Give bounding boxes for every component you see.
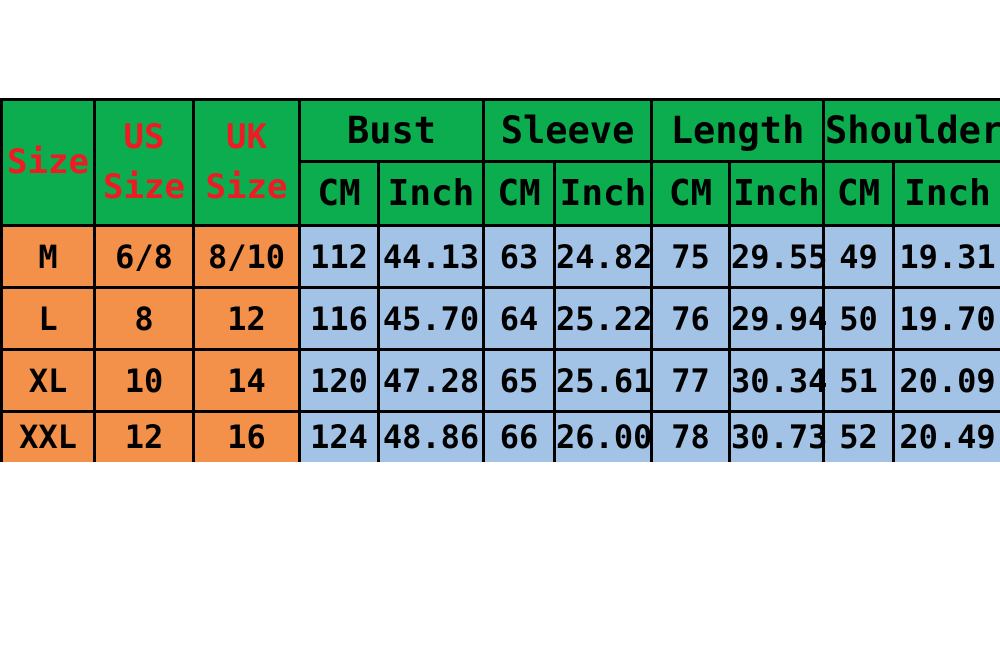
cell-size: XXL <box>2 412 95 462</box>
header-shoulder-inch: Inch <box>894 162 1000 226</box>
cell-us-size: 6/8 <box>95 226 194 288</box>
cell-size: XL <box>2 350 95 412</box>
cell-sleeve-cm: 63 <box>484 226 555 288</box>
cell-length-cm: 78 <box>652 412 730 462</box>
cell-bust-cm: 112 <box>300 226 379 288</box>
table-row-m: M 6/8 8/10 112 44.13 63 24.82 75 29.55 4… <box>2 226 1000 288</box>
cell-sleeve-inch: 24.82 <box>555 226 652 288</box>
cell-shoulder-cm: 51 <box>824 350 894 412</box>
cell-sleeve-cm: 65 <box>484 350 555 412</box>
cell-shoulder-cm: 50 <box>824 288 894 350</box>
cell-bust-inch: 45.70 <box>379 288 484 350</box>
table-row-xxl: XXL 12 16 124 48.86 66 26.00 78 30.73 52… <box>2 412 1000 462</box>
cell-sleeve-inch: 26.00 <box>555 412 652 462</box>
cell-shoulder-inch: 20.49 <box>894 412 1000 462</box>
cell-length-inch: 30.73 <box>730 412 824 462</box>
cell-sleeve-cm: 64 <box>484 288 555 350</box>
cell-us-size: 12 <box>95 412 194 462</box>
header-sleeve-inch: Inch <box>555 162 652 226</box>
cell-sleeve-inch: 25.22 <box>555 288 652 350</box>
cell-sleeve-inch: 25.61 <box>555 350 652 412</box>
table-row-l: L 8 12 116 45.70 64 25.22 76 29.94 50 19… <box>2 288 1000 350</box>
cell-us-size: 8 <box>95 288 194 350</box>
cell-size: L <box>2 288 95 350</box>
cell-bust-inch: 48.86 <box>379 412 484 462</box>
cell-length-inch: 30.34 <box>730 350 824 412</box>
header-bust-inch: Inch <box>379 162 484 226</box>
cell-bust-cm: 120 <box>300 350 379 412</box>
cell-length-cm: 75 <box>652 226 730 288</box>
cell-length-inch: 29.94 <box>730 288 824 350</box>
cell-uk-size: 12 <box>194 288 300 350</box>
cell-uk-size: 16 <box>194 412 300 462</box>
header-us-size: US Size <box>95 100 194 226</box>
cell-size: M <box>2 226 95 288</box>
table-row-xl: XL 10 14 120 47.28 65 25.61 77 30.34 51 … <box>2 350 1000 412</box>
cell-bust-inch: 47.28 <box>379 350 484 412</box>
header-length: Length <box>652 100 824 162</box>
cell-uk-size: 8/10 <box>194 226 300 288</box>
cell-length-cm: 77 <box>652 350 730 412</box>
header-shoulder: Shoulder <box>824 100 1000 162</box>
header-uk-size: UK Size <box>194 100 300 226</box>
header-sleeve-cm: CM <box>484 162 555 226</box>
size-chart-table: Size US Size UK Size Bust Sleeve Length … <box>0 98 1000 462</box>
header-length-cm: CM <box>652 162 730 226</box>
cell-length-cm: 76 <box>652 288 730 350</box>
cell-us-size: 10 <box>95 350 194 412</box>
header-size: Size <box>2 100 95 226</box>
cell-uk-size: 14 <box>194 350 300 412</box>
cell-shoulder-inch: 19.31 <box>894 226 1000 288</box>
cell-shoulder-inch: 19.70 <box>894 288 1000 350</box>
header-bust-cm: CM <box>300 162 379 226</box>
cell-length-inch: 29.55 <box>730 226 824 288</box>
cell-bust-cm: 116 <box>300 288 379 350</box>
cell-sleeve-cm: 66 <box>484 412 555 462</box>
header-length-inch: Inch <box>730 162 824 226</box>
cell-shoulder-inch: 20.09 <box>894 350 1000 412</box>
header-sleeve: Sleeve <box>484 100 652 162</box>
header-shoulder-cm: CM <box>824 162 894 226</box>
cell-bust-inch: 44.13 <box>379 226 484 288</box>
header-bust: Bust <box>300 100 484 162</box>
cell-shoulder-cm: 49 <box>824 226 894 288</box>
cell-shoulder-cm: 52 <box>824 412 894 462</box>
cell-bust-cm: 124 <box>300 412 379 462</box>
